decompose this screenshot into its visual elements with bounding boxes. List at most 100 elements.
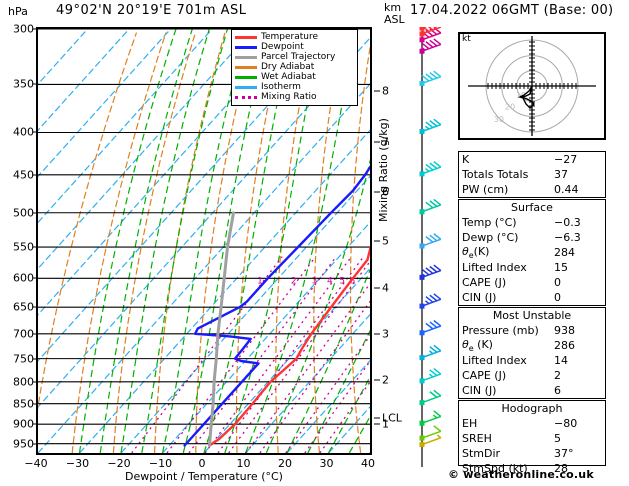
pressure-tick-950: 950 [13,437,34,451]
index-key: Dewp (°C) [462,231,519,244]
height-tick-7: 7 [382,135,389,149]
legend-item-isotherm: Isotherm [235,82,354,92]
index-row: SREH 5 [459,431,605,446]
pressure-tick-700: 700 [13,327,34,341]
index-value: 286 [554,339,575,352]
pressure-tick-mark [33,333,38,335]
legend-item-mixing-ratio: Mixing Ratio [235,92,354,102]
pressure-tick-750: 750 [13,352,34,366]
index-key: CIN (J) [462,384,497,397]
height-tick-3: 3 [382,327,389,341]
legend-label: Temperature [261,31,319,42]
index-value: −0.3 [554,216,581,229]
index-row: Totals Totals 37 [459,167,605,182]
index-value: 0 [554,291,561,304]
legend-label: Mixing Ratio [261,91,317,102]
pressure-tick-mark [33,174,38,176]
index-value: −80 [554,417,578,430]
legend-item-dewpoint: Dewpoint [235,42,354,52]
stability-indices-box: K −27 Totals Totals 37 PW (cm) 0.44 [458,151,606,198]
station-title: 49°02'N 20°19'E 701m ASL [56,3,247,18]
temperature-tick--30: −30 [65,457,90,470]
index-row: θe(K) 284 [459,245,605,260]
index-row: Pressure (mb) 938 [459,323,605,338]
lcl-tick-mark [374,417,380,419]
box-title: Most Unstable [492,309,572,322]
pressure-tick-mark [33,423,38,425]
index-key: StmSpd (kt) [462,462,528,475]
pressure-tick-600: 600 [13,271,34,285]
pressure-tick-800: 800 [13,375,34,389]
index-key: PW (cm) [462,183,509,196]
pressure-tick-850: 850 [13,397,34,411]
legend-label: Dewpoint [261,41,304,52]
hodograph-plot: 10 20 30 [458,32,606,140]
wind-barb-column [408,15,458,467]
index-key: SREH [462,432,492,445]
index-key: Temp (°C) [462,216,517,229]
legend-swatch-icon [235,65,257,69]
index-key: θe (K) [462,337,493,354]
svg-text:5: 5 [339,276,345,286]
index-row: StmDir 37° [459,446,605,461]
index-value: 284 [554,246,575,259]
index-row: θe (K) 286 [459,338,605,353]
index-key: EH [462,417,478,430]
pressure-tick-mark [33,358,38,360]
pressure-tick-mark [33,277,38,279]
index-value: 2 [554,369,561,382]
hodograph-indices-box: Hodograph EH −80 SREH 5 StmDir 37° StmSpd (kt) 2… [458,400,606,475]
datetime-label: 17.04.2022 06GMT (Base: 00) [410,3,614,18]
index-value: 37 [554,168,568,181]
svg-text:20: 20 [505,103,515,112]
pressure-tick-mark [33,131,38,133]
svg-text:10: 10 [516,91,526,100]
height-tick-mark [374,287,380,289]
legend: Temperature Dewpoint Parcel Trajectory Dry … [231,29,358,106]
box-title: Surface [511,201,553,214]
pressure-tick-550: 550 [13,240,34,254]
index-row: CAPE (J) 0 [459,275,605,290]
height-tick-6: 6 [382,185,389,199]
legend-item-temperature: Temperature [235,32,354,42]
svg-text:2: 2 [291,276,297,286]
height-unit-label-km: km [384,1,402,14]
index-row: CIN (J) 6 [459,383,605,398]
most-unstable-parcel-box: Most Unstable Pressure (mb) 938 θe (K) 286 Li… [458,307,606,399]
temperature-tick--20: −20 [107,457,131,470]
temperature-axis: −40 −30 −20 −10 0 10 20 30 40 [24,457,375,472]
index-value: 15 [554,261,568,274]
pressure-axis: 300 350 400 450 500 550 600 650 700 750 800 850 900 9… [0,24,38,455]
height-tick-2: 2 [382,373,389,387]
legend-label: Dry Adiabat [261,61,315,72]
copyright-label: © weatheronline.co.uk [448,468,594,481]
legend-item-wet-adiabat: Wet Adiabat [235,72,354,82]
height-tick-4: 4 [382,281,389,295]
temperature-tick-30: 30 [319,457,334,470]
hodograph-unit-label: kt [462,34,471,44]
index-value: 938 [554,324,575,337]
legend-swatch-icon [235,75,257,79]
index-row: Dewp (°C) −6.3 [459,230,605,245]
index-key: θe(K) [462,244,490,261]
index-value: −6.3 [554,231,581,244]
x-axis-title: Dewpoint / Temperature (°C) [125,470,283,483]
index-key: K [462,153,470,166]
index-value: 0 [554,276,561,289]
box-title: Hodograph [501,402,563,415]
svg-text:6: 6 [349,276,355,286]
pressure-tick-mark [33,28,38,30]
index-key: CAPE (J) [462,276,507,289]
height-tick-5: 5 [382,234,389,248]
height-tick-mark [374,333,380,335]
index-value: −27 [554,153,578,166]
pressure-tick-mark [33,381,38,383]
height-tick-mark [374,90,380,92]
height-unit-label-asl: ASL [384,13,405,26]
index-key: CIN (J) [462,291,497,304]
pressure-tick-650: 650 [13,300,34,314]
legend-label: Parcel Trajectory [261,51,336,62]
index-row: K −27 [459,152,605,167]
temperature-tick--40: −40 [24,457,48,470]
pressure-tick-450: 450 [13,168,34,182]
